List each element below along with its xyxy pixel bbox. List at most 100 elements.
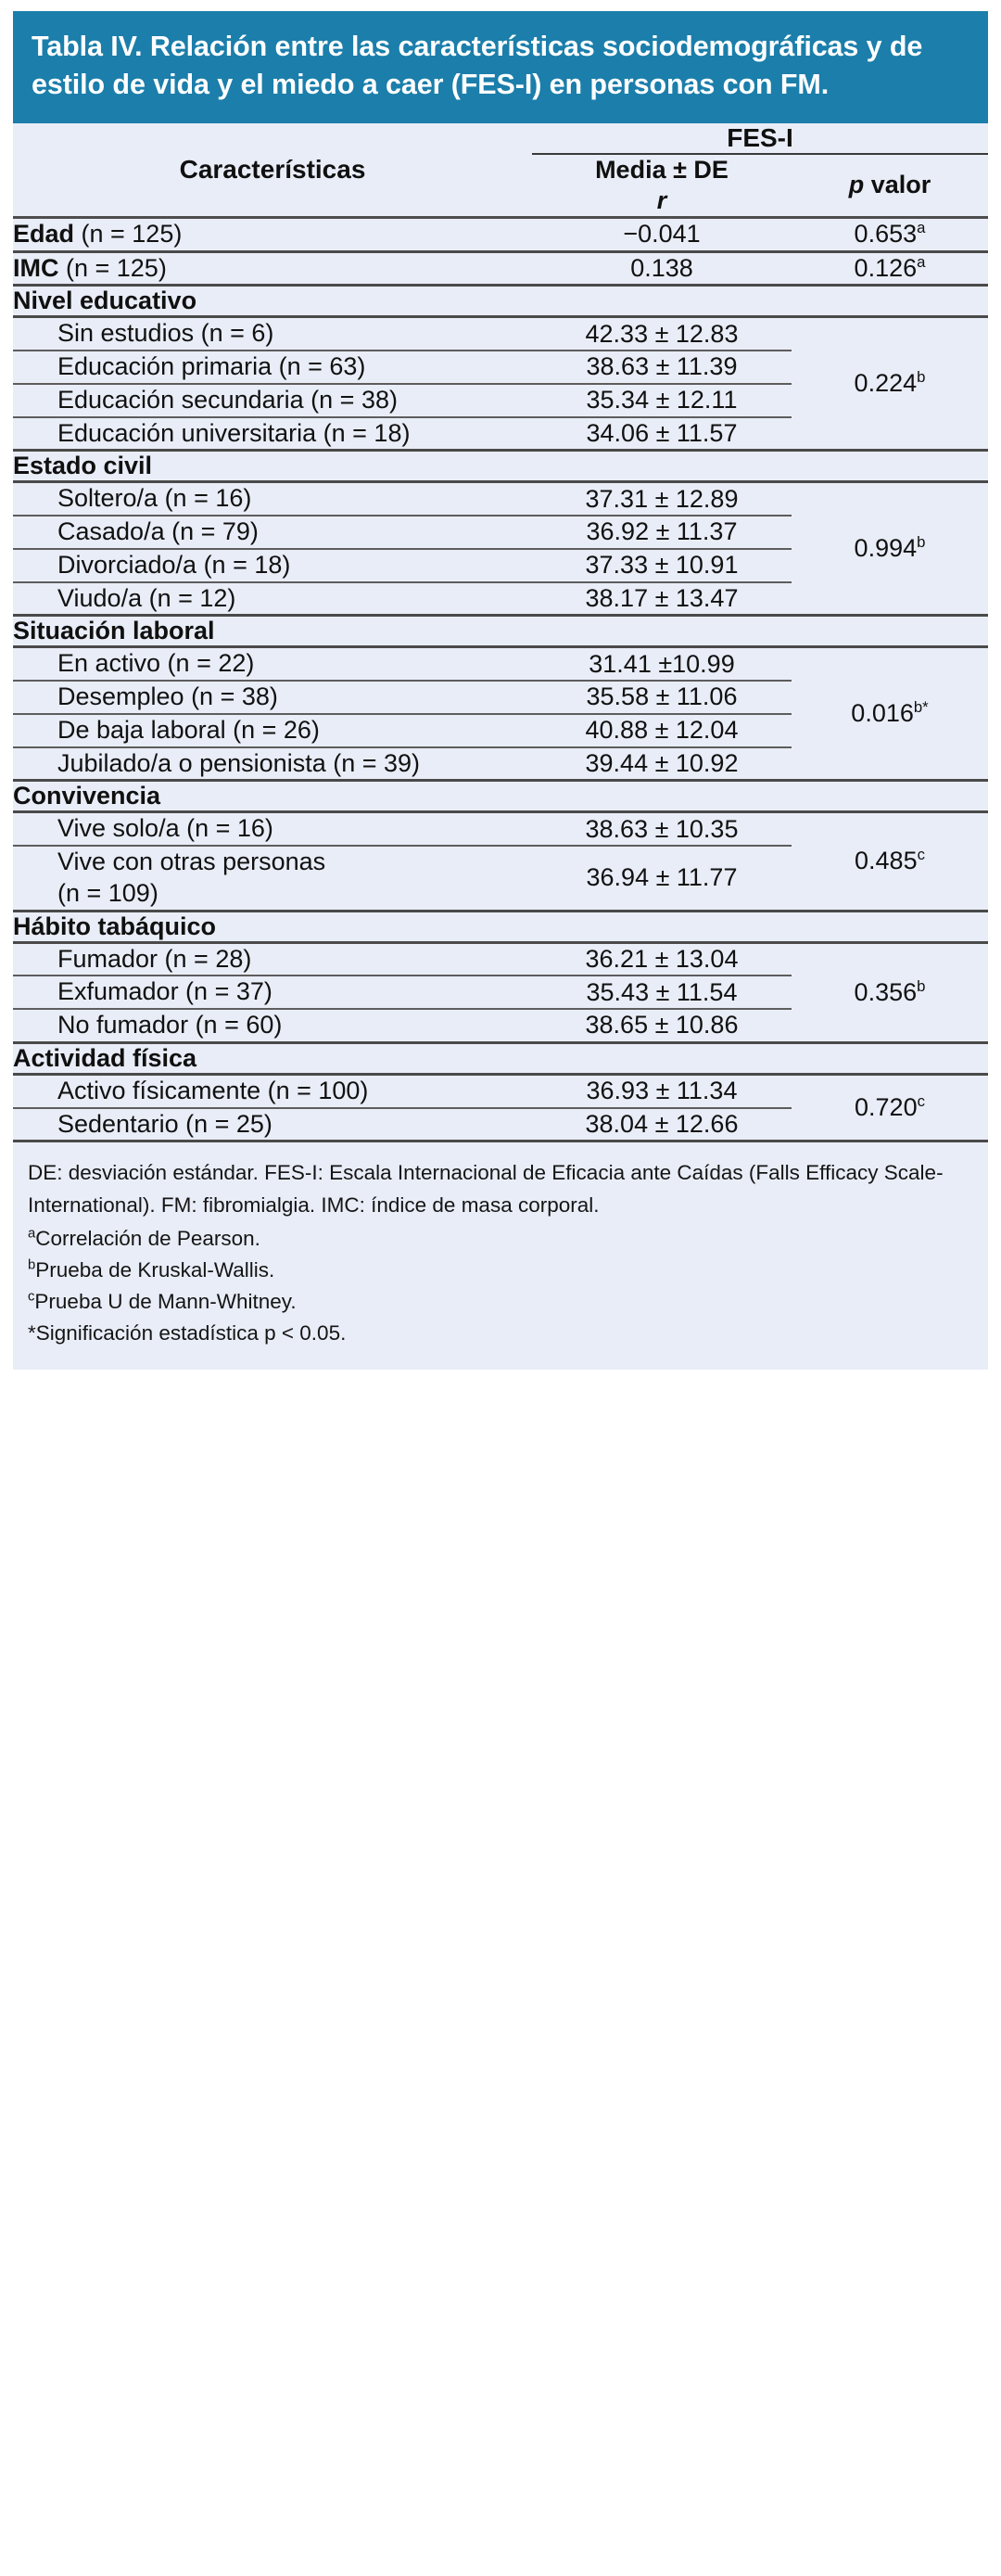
- rule-cell: [792, 908, 988, 912]
- table-row: Activo físicamente (n = 100) 36.93 ± 11.3…: [13, 1074, 988, 1121]
- rule-cell: [792, 1072, 988, 1076]
- table-row: Jubilado/a o pensionista (n = 39) 39.44 ±…: [13, 747, 988, 780]
- row-separator: [13, 283, 988, 287]
- group-separator: [13, 810, 988, 813]
- rule-cell: [13, 249, 532, 253]
- rule-cell: [13, 1072, 532, 1076]
- table-bottom-rule: [13, 1139, 988, 1142]
- group-separator: [13, 314, 988, 318]
- row-label: En activo (n = 22): [57, 649, 255, 678]
- row-label: Sin estudios (n = 6): [57, 319, 274, 348]
- data-table: Características FES-I Media ± DE r p val…: [13, 122, 988, 1143]
- rule-cell: [532, 1040, 792, 1044]
- rule-cell: [13, 908, 532, 912]
- row-label-bold: IMC: [13, 253, 59, 282]
- row-value: 35.43 ± 11.54: [586, 977, 738, 1006]
- p-value-cell: 0.720c: [792, 1074, 988, 1140]
- rule-cell: [532, 1139, 792, 1142]
- row-label: Educación secundaria (n = 38): [57, 385, 398, 414]
- row-value: 38.17 ± 13.47: [585, 583, 739, 612]
- rule-cell: [13, 479, 532, 483]
- group-end-separator: [13, 908, 988, 912]
- row-label-rest: (n = 125): [58, 253, 167, 282]
- column-header-fesi: FES-I: [532, 122, 988, 155]
- rule-cell: [792, 1139, 988, 1142]
- group-end-separator: [13, 778, 988, 782]
- row-label: Vive con otras personas (n = 109): [57, 848, 326, 907]
- row-value: 38.63 ± 11.39: [586, 352, 738, 381]
- group-end-separator: [13, 613, 988, 617]
- footnote-a-text: Correlación de Pearson.: [35, 1226, 260, 1250]
- rule-cell: [792, 810, 988, 813]
- row-value: 31.41 ±10.99: [589, 649, 735, 678]
- p-value: 0.485: [855, 847, 918, 875]
- group-end-separator: [13, 1040, 988, 1044]
- table-row: Soltero/a (n = 16) 37.31 ± 12.89 0.994b: [13, 482, 988, 562]
- row-value: 37.33 ± 10.91: [585, 551, 739, 580]
- table-row: Viudo/a (n = 12) 38.17 ± 13.47: [13, 582, 988, 615]
- table-row: Casado/a (n = 79) 36.92 ± 11.37: [13, 516, 988, 548]
- rule-cell: [13, 778, 532, 782]
- p-value: 0.224: [854, 369, 918, 398]
- footnote-b: bPrueba de Kruskal-Wallis.: [28, 1255, 973, 1286]
- rule-cell: [532, 939, 792, 944]
- footnote-abbreviations: DE: desviación estándar. FES-I: Escala I…: [28, 1161, 944, 1217]
- rule-cell: [532, 448, 792, 452]
- table-row: Sedentario (n = 25) 38.04 ± 12.66: [13, 1108, 988, 1141]
- row-label: Edad (n = 125): [13, 217, 532, 249]
- footnote-c-text: Prueba U de Mann-Whitney.: [34, 1290, 297, 1314]
- p-value-cell: 0.994b: [792, 482, 988, 615]
- footnote-b-mark: b: [28, 1257, 36, 1273]
- column-header-characteristics: Características: [13, 122, 532, 216]
- table-row: Edad (n = 125) −0.041 0.653a: [13, 217, 988, 249]
- table-row: Educación primaria (n = 63) 38.63 ± 11.39: [13, 351, 988, 383]
- header-subrow: Media ± DE r p valor: [13, 153, 988, 216]
- p-value-superscript: a: [917, 219, 926, 237]
- row-label: Desempleo (n = 38): [57, 682, 278, 711]
- rule-cell: [532, 1072, 792, 1076]
- table-row: Vive solo/a (n = 16) 38.63 ± 10.35 0.485c: [13, 812, 988, 874]
- table-head-group: Características FES-I Media ± DE r p val…: [13, 122, 988, 219]
- rule-cell: [532, 249, 792, 253]
- p-value: 0.720: [855, 1093, 918, 1122]
- p-value-superscript: a: [917, 252, 926, 271]
- row-value: 36.94 ± 11.77: [586, 863, 738, 892]
- row-value: 0.138: [630, 253, 693, 282]
- rule-cell: [532, 613, 792, 617]
- rule-cell: [792, 1040, 988, 1044]
- p-value-superscript: b*: [913, 698, 929, 717]
- group-header-row: Hábito tabáquico: [13, 911, 988, 941]
- group-header-row: Convivencia: [13, 781, 988, 811]
- row-label: Educación primaria (n = 63): [57, 352, 366, 381]
- header-row-group: Características FES-I: [13, 122, 988, 216]
- footnote-c-mark: c: [28, 1289, 35, 1305]
- table-caption: Tabla IV. Relación entre las característ…: [13, 11, 988, 123]
- p-italic: p: [848, 171, 865, 199]
- row-label: Educación universitaria (n = 18): [57, 418, 411, 447]
- table-row: IMC (n = 125) 0.138 0.126a: [13, 251, 988, 284]
- table-row: Exfumador (n = 37) 35.43 ± 11.54: [13, 976, 988, 1008]
- group-title: Convivencia: [13, 782, 161, 810]
- row-value: 39.44 ± 10.92: [585, 748, 739, 777]
- p-value: 0.016: [851, 699, 914, 728]
- table-row: Desempleo (n = 38) 35.58 ± 11.06: [13, 681, 988, 713]
- p-value-cell: 0.485c: [792, 812, 988, 910]
- group-end-separator: [13, 448, 988, 452]
- table-row: Educación secundaria (n = 38) 35.34 ± 12.…: [13, 384, 988, 416]
- rule-cell: [13, 644, 532, 648]
- rule-cell: [13, 939, 532, 944]
- p-value-superscript: b: [917, 976, 926, 995]
- rule-cell: [792, 644, 988, 648]
- row-label: Viudo/a (n = 12): [57, 583, 236, 612]
- table-row: De baja laboral (n = 26) 40.88 ± 12.04: [13, 714, 988, 746]
- row-label: Soltero/a (n = 16): [57, 484, 252, 513]
- row-label: IMC (n = 125): [13, 251, 532, 284]
- table-row: En activo (n = 22) 31.41 ±10.99 0.016b*: [13, 647, 988, 727]
- rule-cell: [792, 479, 988, 483]
- row-value: 36.93 ± 11.34: [586, 1077, 738, 1105]
- group-separator: [13, 939, 988, 944]
- footnote-c: cPrueba U de Mann-Whitney.: [28, 1286, 973, 1318]
- table-row: Fumador (n = 28) 36.21 ± 13.04 0.356b: [13, 942, 988, 1006]
- table-row: No fumador (n = 60) 38.65 ± 10.86: [13, 1009, 988, 1041]
